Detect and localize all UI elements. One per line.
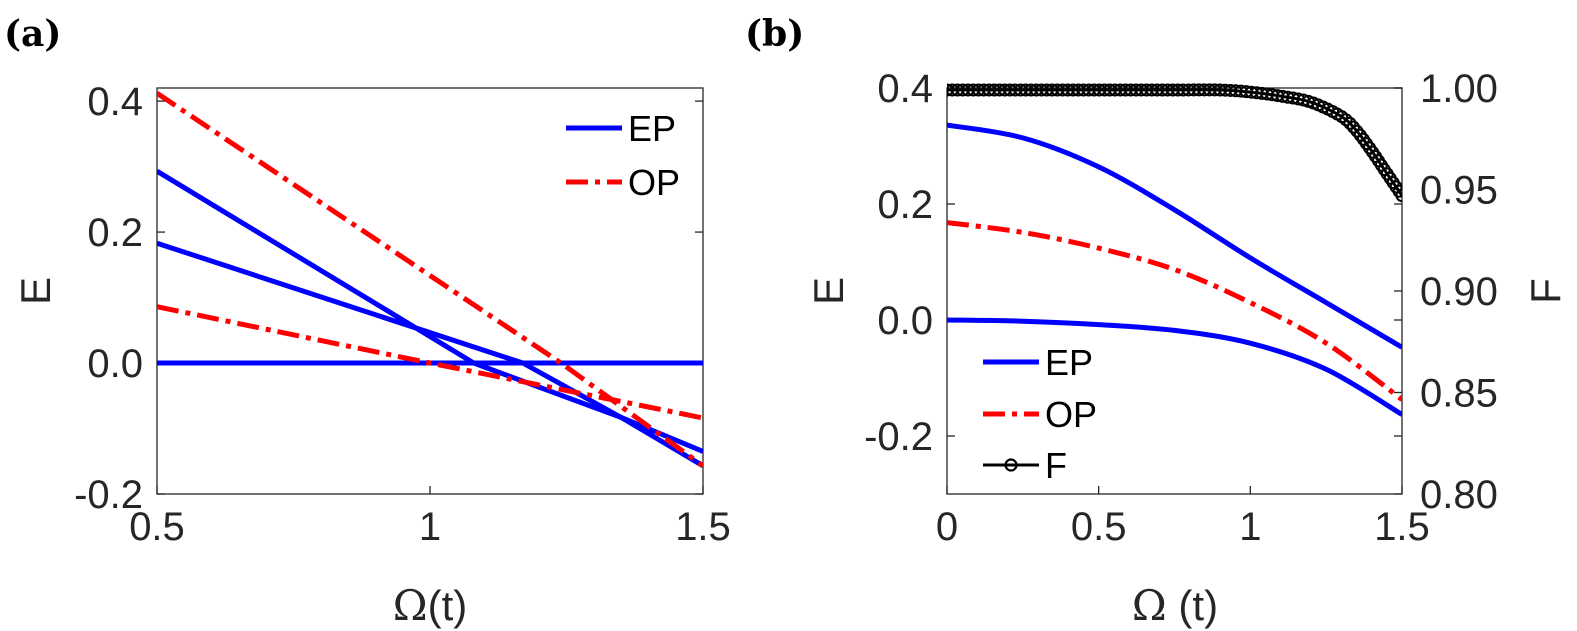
panel-a-legend-op-label: OP (628, 162, 680, 203)
panel-a-x-tick-label: 1.5 (675, 505, 731, 549)
panel-b-y-tick-label: 0.0 (877, 299, 933, 343)
panel-b-y-tick-label: 0.4 (877, 67, 933, 111)
panel-b-y-tick-label: -0.2 (864, 415, 933, 459)
panel-b-right-y-tick-label: 0.95 (1420, 169, 1498, 213)
panel-b-legend: EP OP F (983, 342, 1097, 486)
panel-b-x-axis-label: Ω (t) (1132, 581, 1218, 630)
panel-a-legend-ep-label: EP (628, 108, 676, 149)
panel-a: (a) 0.5 1 1.5 -0.2 0.0 0.2 0.4 Ω(t) E EP OP (4, 13, 731, 630)
panel-b-label: (b) (745, 13, 804, 55)
panel-a-x-tick-label: 1 (419, 505, 441, 549)
panel-b-series-op-1 (947, 220, 1402, 402)
panel-b-x-tick-label: 1 (1239, 505, 1261, 549)
panel-b-series-f-marker (1346, 120, 1360, 134)
panel-b-y-tick-label: 0.2 (877, 183, 933, 227)
panel-b-right-y-tick-label: 0.80 (1420, 473, 1498, 517)
panel-a-series-op-4 (157, 91, 703, 468)
panel-a-legend: EP OP (566, 108, 680, 203)
panel-a-series-ep-2 (157, 169, 703, 468)
panel-b-right-y-tick-label: 0.85 (1420, 372, 1498, 416)
panel-b: (b) 0 0.5 1 1.5 -0.2 0.0 0.2 0.4 0.80 0.85 0.90 0… (745, 13, 1569, 630)
panel-b-right-y-axis-label: F (1522, 278, 1569, 304)
panel-b-x-tick-label: 1.5 (1374, 505, 1430, 549)
panel-b-series-f-marker (1392, 184, 1402, 198)
panel-a-y-tick-label: -0.2 (74, 473, 143, 517)
panel-a-y-tick-label: 0.0 (87, 342, 143, 386)
panel-a-y-tick-label: 0.2 (87, 211, 143, 255)
panel-a-x-axis-label: Ω(t) (393, 581, 467, 630)
panel-b-legend-f-label: F (1045, 445, 1067, 486)
panel-b-x-tick-label: 0 (936, 505, 958, 549)
panel-a-x-tick-label: 0.5 (129, 505, 185, 549)
panel-b-series-ep-0 (947, 122, 1402, 350)
panel-b-legend-f-marker (1004, 458, 1018, 472)
panel-b-legend-op-label: OP (1045, 394, 1097, 435)
panel-b-x-tick-label: 0.5 (1071, 505, 1127, 549)
panel-b-axes-box (946, 87, 1403, 495)
panel-a-y-axis-label: E (12, 277, 59, 305)
panel-a-label: (a) (4, 13, 61, 55)
panel-b-right-y-tick-label: 1.00 (1420, 67, 1498, 111)
panel-b-series-f-marker (1395, 189, 1402, 203)
panel-b-series-f-marker (1343, 116, 1357, 130)
panel-b-y-axis-label: E (805, 277, 852, 305)
panel-b-series-f-marker (1339, 113, 1353, 127)
panel-b-series-ep-2 (947, 317, 1402, 417)
panel-a-y-tick-label: 0.4 (87, 80, 143, 124)
panel-b-legend-ep-label: EP (1045, 342, 1093, 383)
panel-b-right-y-tick-label: 0.90 (1420, 270, 1498, 314)
